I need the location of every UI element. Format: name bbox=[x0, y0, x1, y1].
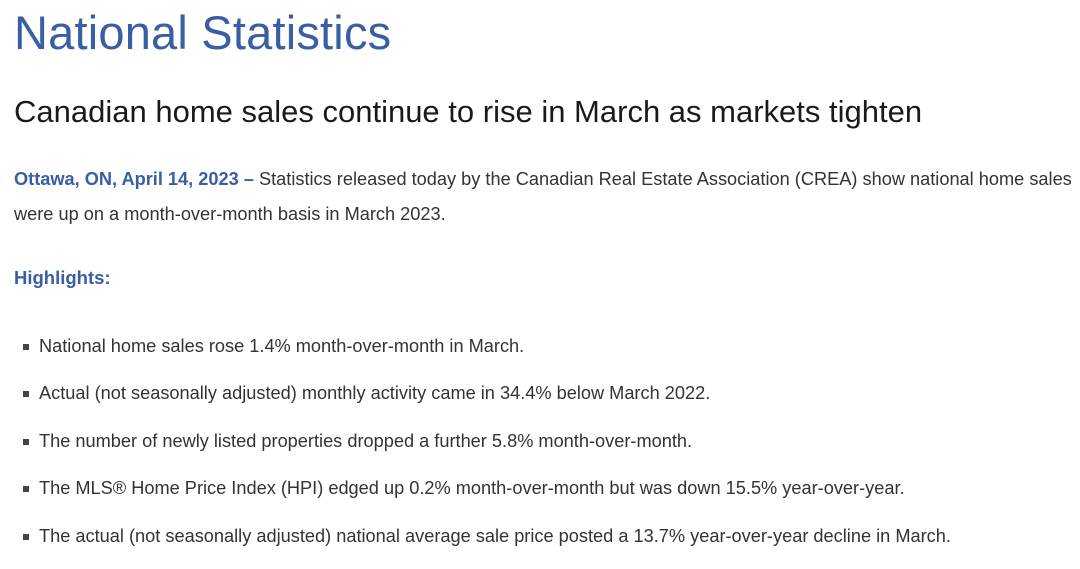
list-item-text: The actual (not seasonally adjusted) nat… bbox=[39, 525, 951, 546]
square-bullet-icon bbox=[23, 486, 29, 493]
square-bullet-icon bbox=[23, 533, 29, 540]
list-item: The number of newly listed properties dr… bbox=[14, 427, 1076, 455]
list-item-text: National home sales rose 1.4% month-over… bbox=[39, 336, 525, 356]
list-item: Actual (not seasonally adjusted) monthly… bbox=[14, 379, 1076, 407]
list-item-text: The MLS® Home Price Index (HPI) edged up… bbox=[39, 478, 905, 499]
list-item-text: The number of newly listed properties dr… bbox=[39, 430, 693, 451]
square-bullet-icon bbox=[23, 391, 29, 398]
square-bullet-icon bbox=[23, 438, 29, 445]
dateline: Ottawa, ON, April 14, 2023 – bbox=[14, 169, 254, 189]
article: National Statistics Canadian home sales … bbox=[14, 0, 1076, 569]
list-item-text: Actual (not seasonally adjusted) monthly… bbox=[39, 383, 711, 404]
article-headline: Canadian home sales continue to rise in … bbox=[14, 94, 923, 129]
highlights-heading: Highlights: bbox=[14, 267, 111, 288]
page-title: National Statistics bbox=[14, 6, 392, 59]
list-item: The actual (not seasonally adjusted) nat… bbox=[14, 522, 1076, 550]
list-item: National home sales rose 1.4% month-over… bbox=[14, 332, 1076, 360]
lede-text: Statistics released today by the Canadia… bbox=[14, 169, 1072, 224]
article-lede: Ottawa, ON, April 14, 2023 – Statistics … bbox=[14, 162, 1076, 232]
square-bullet-icon bbox=[23, 344, 29, 350]
highlights-list: National home sales rose 1.4% month-over… bbox=[14, 332, 1076, 550]
list-item: The MLS® Home Price Index (HPI) edged up… bbox=[14, 474, 1076, 502]
